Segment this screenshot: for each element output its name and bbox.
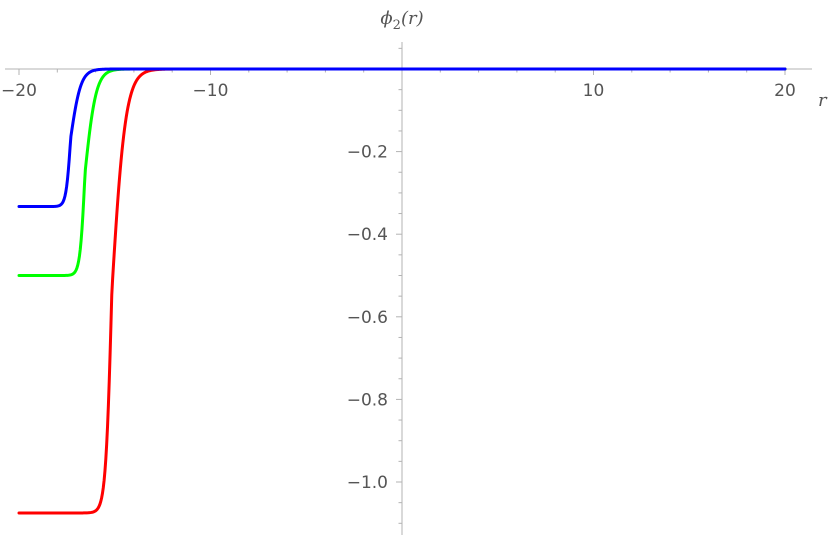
y-tick-label: −1.0 — [347, 473, 388, 493]
x-tick-label: −10 — [193, 81, 229, 101]
y-axis-title-subscript: 2 — [393, 18, 401, 33]
y-axis-title-main: ϕ — [380, 8, 392, 29]
y-tick-label: −0.4 — [347, 225, 388, 245]
y-axis-title: ϕ2(r) — [380, 8, 423, 33]
series-line-3 — [17, 67, 787, 209]
axes: −20 −10 10 20 −0.2 −0.4 −0.6 −0.8 −1.0 — [1, 42, 812, 535]
axis-labels: r ϕ2(r) — [380, 8, 828, 111]
series-group — [17, 67, 787, 515]
y-tick-label: −0.6 — [347, 308, 388, 328]
x-tick-label: 20 — [774, 81, 796, 101]
x-tick-label: 10 — [583, 81, 605, 101]
x-axis-title: r — [818, 90, 828, 111]
y-axis-title-tail: (r) — [401, 8, 424, 29]
y-tick-label: −0.8 — [347, 390, 388, 410]
x-tick-label: −20 — [1, 81, 37, 101]
y-tick-label: −0.2 — [347, 143, 388, 163]
